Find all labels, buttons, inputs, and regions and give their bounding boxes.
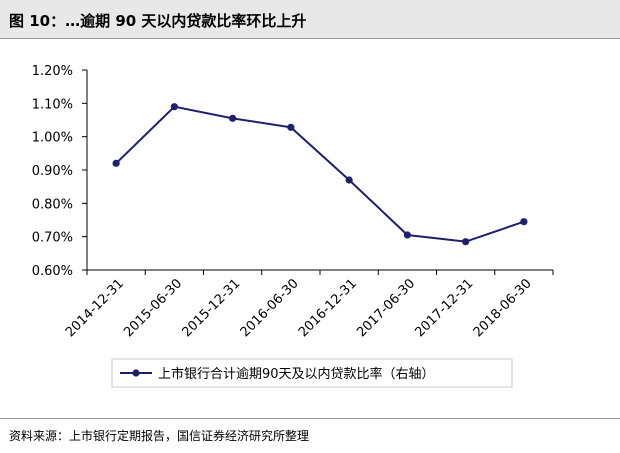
chart-area: 0.60% 0.70% 0.80% 0.90% 1.00% 1.10% 1.20% 2014-… [0, 40, 620, 418]
data-point [403, 231, 411, 239]
line-chart: 0.60% 0.70% 0.80% 0.90% 1.00% 1.10% 1.20% 2014-… [32, 64, 554, 388]
data-point [112, 159, 120, 167]
x-tick-label: 2014-12-31 [63, 276, 127, 340]
x-tick-label: 2017-12-31 [412, 276, 476, 340]
data-point [345, 176, 353, 184]
x-tick-label: 2018-06-30 [471, 276, 535, 340]
data-point [462, 238, 470, 246]
x-tick-label: 2015-06-30 [121, 276, 185, 340]
title-bar: 图 10：…逾期 90 天以内贷款比率环比上升 [0, 0, 620, 39]
y-tick-label: 0.70% [32, 231, 73, 246]
legend-label: 上市银行合计逾期90天及以内贷款比率（右轴） [158, 366, 435, 382]
data-point [229, 114, 237, 122]
y-tick-label: 1.00% [32, 131, 73, 146]
y-tick-label: 1.20% [32, 64, 73, 79]
y-tick-label: 0.90% [32, 164, 73, 179]
y-tick-label: 0.80% [32, 197, 73, 212]
footer-divider [0, 418, 620, 419]
series-line [115, 105, 525, 243]
x-tick-label: 2015-12-31 [179, 276, 243, 340]
figure-title: 图 10：…逾期 90 天以内贷款比率环比上升 [9, 12, 307, 30]
x-tick-label: 2016-12-31 [296, 276, 360, 340]
x-tick-label: 2016-06-30 [238, 276, 302, 340]
source-note: 资料来源：上市银行定期报告，国信证券经济研究所整理 [9, 429, 310, 443]
data-point [287, 123, 295, 131]
data-point [170, 103, 178, 111]
x-tick-label: 2017-06-30 [354, 276, 418, 340]
legend-marker [132, 369, 140, 377]
y-tick-label: 1.10% [32, 97, 73, 112]
data-point [520, 218, 528, 226]
legend-box [111, 358, 513, 388]
y-tick-label: 0.60% [32, 264, 73, 279]
